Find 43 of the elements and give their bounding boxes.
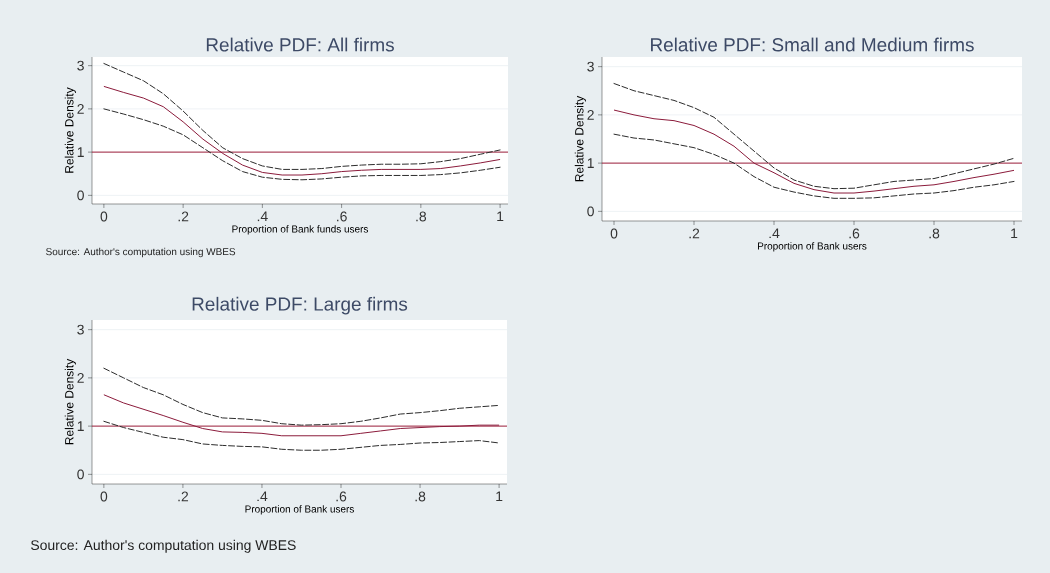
x-axis-title: Proportion of Bank users (758, 242, 867, 252)
x-axis-title: Proportion of Bank funds users (232, 225, 369, 235)
x-tick-label: .6 (337, 211, 347, 222)
x-tick-label: 0 (610, 228, 618, 239)
x-tick-label: .8 (929, 228, 940, 239)
y-tick-label: 0 (77, 469, 84, 480)
source-note: Source: Author's computation using WBES (46, 247, 236, 258)
x-tick-label: 1 (1011, 228, 1018, 239)
x-tick-label: .2 (689, 228, 700, 239)
chart-title: Relative PDF: Small and Medium firms (651, 37, 974, 52)
y-axis-title: Relative Density (574, 95, 586, 182)
x-tick-label: .2 (178, 491, 189, 502)
y-tick-label: 2 (77, 373, 84, 383)
x-tick-label: .8 (416, 211, 427, 222)
y-tick-label: 1 (77, 421, 84, 431)
x-tick-label: .4 (769, 228, 780, 239)
line-series (103, 62, 501, 170)
y-tick-label: 0 (77, 190, 84, 201)
x-tick-label: .2 (178, 211, 189, 222)
x-tick-label: .6 (849, 228, 860, 239)
chart-title: Relative PDF: All firms (206, 37, 394, 52)
y-tick-label: 1 (77, 147, 84, 157)
x-tick-label: 0 (100, 491, 108, 502)
y-tick-label: 2 (77, 104, 84, 114)
line-series (613, 109, 1015, 194)
source-note: Source: Author's computation using WBES (31, 539, 296, 553)
y-tick-label: 2 (587, 110, 594, 120)
x-tick-label: 1 (497, 211, 504, 222)
y-tick-label: 1 (587, 158, 594, 168)
x-tick-label: .4 (257, 211, 268, 222)
x-tick-label: 0 (100, 211, 108, 222)
y-axis-title: Relative Density (64, 358, 76, 445)
x-tick-label: .6 (336, 491, 347, 502)
x-tick-label: .4 (257, 491, 268, 502)
line-series (103, 367, 500, 426)
y-tick-label: 3 (587, 61, 594, 72)
x-tick-label: .8 (415, 491, 426, 502)
y-axis-title: Relative Density (64, 87, 76, 173)
x-axis-title: Proportion of Bank users (245, 505, 354, 515)
chart-title: Relative PDF: Large firms (192, 296, 408, 315)
x-tick-label: 1 (496, 491, 503, 502)
y-tick-label: 3 (77, 60, 84, 71)
y-tick-label: 3 (77, 324, 84, 335)
